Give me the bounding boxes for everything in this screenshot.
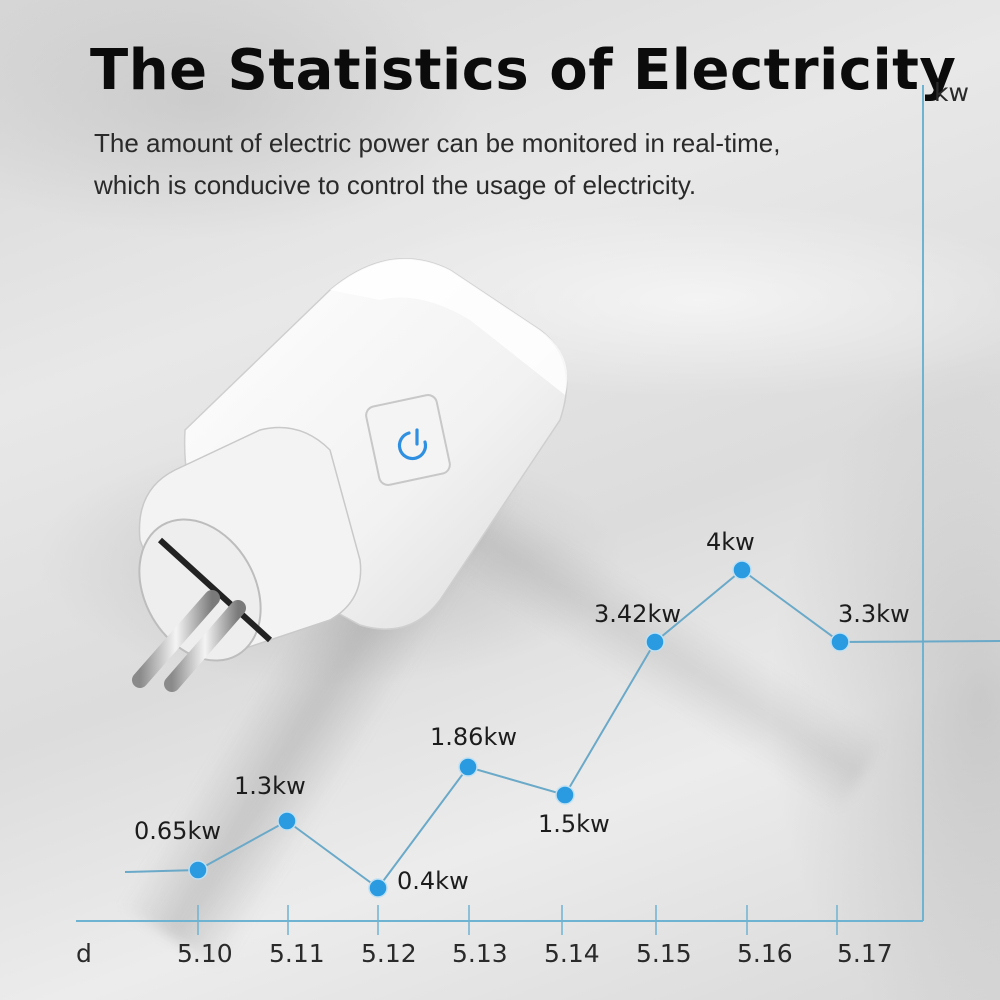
data-points (188, 560, 850, 898)
y-axis-unit: kw (934, 78, 969, 107)
tick-label: 5.17 (837, 939, 893, 968)
data-point-5-16[interactable] (732, 560, 752, 580)
x-ticks (197, 905, 838, 935)
data-label: 3.3kw (838, 600, 910, 628)
tick-label: 5.16 (737, 939, 793, 968)
plug-top-face (330, 258, 568, 395)
data-label: 4kw (706, 528, 755, 556)
subtitle-line-2: which is conducive to control the usage … (94, 170, 697, 200)
tick-label: 5.12 (361, 939, 417, 968)
tick-label: 5.10 (177, 939, 233, 968)
tick-label: 5.11 (269, 939, 325, 968)
page-subtitle: The amount of electric power can be moni… (94, 122, 914, 206)
data-point-5-12[interactable] (368, 878, 388, 898)
tick-label: 5.14 (544, 939, 600, 968)
x-axis-unit: d (76, 939, 92, 968)
data-label: 1.3kw (234, 772, 306, 800)
data-label: 0.65kw (134, 817, 221, 845)
data-label: 1.86kw (430, 723, 517, 751)
plug-pins (132, 590, 246, 692)
data-label: 3.42kw (594, 600, 681, 628)
smart-plug-illustration (132, 258, 568, 692)
tick-label: 5.13 (452, 939, 508, 968)
tick-label: 5.15 (636, 939, 692, 968)
data-point-5-13[interactable] (458, 757, 478, 777)
data-point-5-11[interactable] (277, 811, 297, 831)
data-point-5-10[interactable] (188, 860, 208, 880)
x-tick-labels: 5.10 5.11 5.12 5.13 5.14 5.15 5.16 5.17 (177, 939, 893, 968)
page-title: The Statistics of Electricity (90, 38, 957, 103)
data-label: 1.5kw (538, 810, 610, 838)
data-labels: 0.65kw 1.3kw 0.4kw 1.86kw 1.5kw 3.42kw 4… (134, 528, 910, 895)
power-series-line (124, 568, 1000, 890)
power-icon (397, 428, 428, 461)
earth-clip (157, 537, 273, 643)
subtitle-line-1: The amount of electric power can be moni… (94, 128, 781, 158)
power-button[interactable] (364, 393, 451, 486)
data-label: 0.4kw (397, 867, 469, 895)
data-point-5-17[interactable] (830, 632, 850, 652)
data-point-5-14[interactable] (555, 785, 575, 805)
data-point-5-15[interactable] (645, 632, 665, 652)
chart-axes: kw d (76, 78, 969, 968)
